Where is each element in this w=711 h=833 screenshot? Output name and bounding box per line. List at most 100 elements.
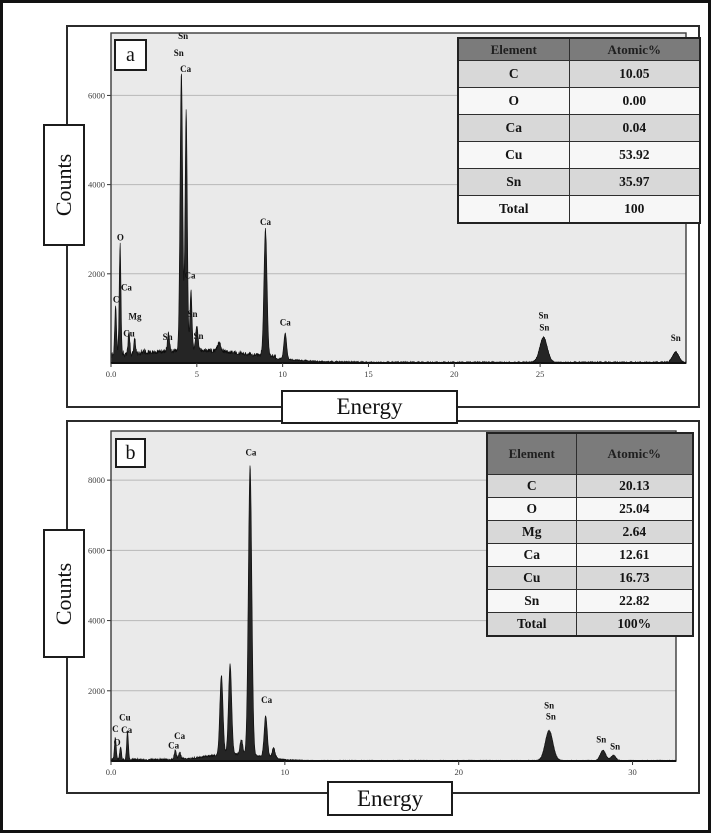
table-cell: O — [486, 497, 577, 521]
table-row: O 25.04 — [486, 497, 694, 521]
table-cell: Ca — [486, 543, 577, 567]
panel-letter-b-text: b — [125, 441, 136, 464]
peak-label: Sn — [596, 735, 606, 745]
table-row: Ca 12.61 — [486, 543, 694, 567]
peak-label: Ca — [184, 270, 195, 280]
peak-label: Mg — [129, 311, 142, 321]
table-cell: Cu — [457, 141, 570, 169]
peak-label: Sn — [610, 741, 620, 751]
peak-label: Sn — [539, 322, 549, 332]
peak-label: C — [113, 294, 120, 304]
table-header-cell: Atomic% — [575, 432, 694, 475]
table-header-cell: Element — [457, 37, 570, 61]
table-cell: 20.13 — [575, 474, 694, 498]
y-tick-label: 2000 — [88, 269, 105, 279]
y-tick-label: 4000 — [88, 180, 105, 190]
counts-axis-label-box-a: Counts — [43, 124, 85, 246]
table-cell: Cu — [486, 566, 577, 590]
table-cell: 12.61 — [575, 543, 694, 567]
peak-label: C — [112, 724, 119, 734]
x-tick-label: 20 — [454, 767, 463, 777]
table-row: C 20.13 — [486, 474, 694, 498]
table-row: Total 100 — [457, 195, 701, 224]
peak-label: Ca — [168, 740, 179, 750]
table-cell: 0.04 — [568, 114, 701, 142]
peak-label: Sn — [546, 712, 556, 722]
y-tick-label: 4000 — [88, 616, 105, 626]
counts-axis-label-b: Counts — [51, 562, 77, 625]
table-cell: C — [457, 60, 570, 88]
y-tick-label: 6000 — [88, 90, 105, 100]
table-header-cell: Element — [486, 432, 577, 475]
peak-label: Sn — [174, 48, 184, 58]
peak-label: Sn — [539, 310, 549, 320]
energy-axis-label-box-b: Energy — [327, 781, 453, 816]
counts-axis-label-a: Counts — [51, 153, 77, 217]
energy-axis-label-b: Energy — [356, 785, 423, 811]
x-tick-label: 5 — [195, 369, 199, 379]
panel-letter-b: b — [115, 438, 146, 468]
table-cell: 22.82 — [575, 589, 694, 613]
x-tick-label: 10 — [281, 767, 290, 777]
x-tick-label: 25 — [536, 369, 545, 379]
table-row: Cu 16.73 — [486, 566, 694, 590]
table-row: C 10.05 — [457, 60, 701, 88]
table-cell: 100% — [575, 612, 694, 637]
table-cell: C — [486, 474, 577, 498]
x-tick-label: 20 — [450, 369, 459, 379]
peak-label: Cu — [123, 329, 135, 339]
table-row: Ca 0.04 — [457, 114, 701, 142]
peak-label: Ca — [261, 695, 272, 705]
x-tick-label: 0.0 — [106, 369, 117, 379]
table-row: Sn 35.97 — [457, 168, 701, 196]
table-cell: Sn — [486, 589, 577, 613]
table-cell: Total — [457, 195, 570, 224]
table-row: Mg 2.64 — [486, 520, 694, 544]
energy-axis-label-a: Energy — [336, 394, 403, 419]
table-cell: 25.04 — [575, 497, 694, 521]
peak-label: Ca — [280, 318, 291, 328]
x-tick-label: 0.0 — [106, 767, 117, 777]
x-tick-label: 15 — [364, 369, 373, 379]
peak-label: Ca — [121, 282, 132, 292]
peak-label: O — [114, 738, 121, 748]
table-cell: 100 — [568, 195, 701, 224]
table-header-row: Element Atomic% — [486, 432, 694, 475]
x-tick-label: 30 — [628, 767, 637, 777]
peak-label: Ca — [180, 64, 191, 74]
table-cell: Total — [486, 612, 577, 637]
table-row: Cu 53.92 — [457, 141, 701, 169]
peak-label: Sn — [163, 332, 173, 342]
panel-letter-a: a — [114, 39, 147, 71]
table-row: Sn 22.82 — [486, 589, 694, 613]
table-cell: 10.05 — [568, 60, 701, 88]
atomic-percent-table-a: Element Atomic% C 10.05 O 0.00 Ca 0.04 Cu 53.92 Sn… — [457, 37, 701, 224]
table-header-cell: Atomic% — [568, 37, 701, 61]
y-tick-label: 2000 — [88, 686, 105, 696]
table-cell: 16.73 — [575, 566, 694, 590]
panel-letter-a-text: a — [126, 43, 135, 66]
peak-label: O — [117, 232, 124, 242]
peak-label: Ca — [121, 725, 132, 735]
y-tick-label: 6000 — [88, 545, 105, 555]
table-cell: Sn — [457, 168, 570, 196]
y-tick-label: 8000 — [88, 475, 105, 485]
table-cell: O — [457, 87, 570, 115]
atomic-percent-table-b: Element Atomic% C 20.13 O 25.04 Mg 2.64 Ca 12.61 C… — [486, 432, 694, 637]
table-cell: 2.64 — [575, 520, 694, 544]
peak-label: Sn — [671, 333, 681, 343]
peak-label: Sn — [188, 309, 198, 319]
energy-axis-label-box-a: Energy — [281, 390, 458, 424]
table-header-row: Element Atomic% — [457, 37, 701, 61]
counts-axis-label-box-b: Counts — [43, 529, 85, 658]
x-tick-label: 10 — [278, 369, 287, 379]
peak-label: Cu — [119, 713, 131, 723]
table-row: O 0.00 — [457, 87, 701, 115]
table-cell: Mg — [486, 520, 577, 544]
table-cell: 53.92 — [568, 141, 701, 169]
peak-label: Sn — [194, 331, 204, 341]
peak-label: Sn — [178, 31, 188, 41]
table-cell: 0.00 — [568, 87, 701, 115]
table-cell: 35.97 — [568, 168, 701, 196]
